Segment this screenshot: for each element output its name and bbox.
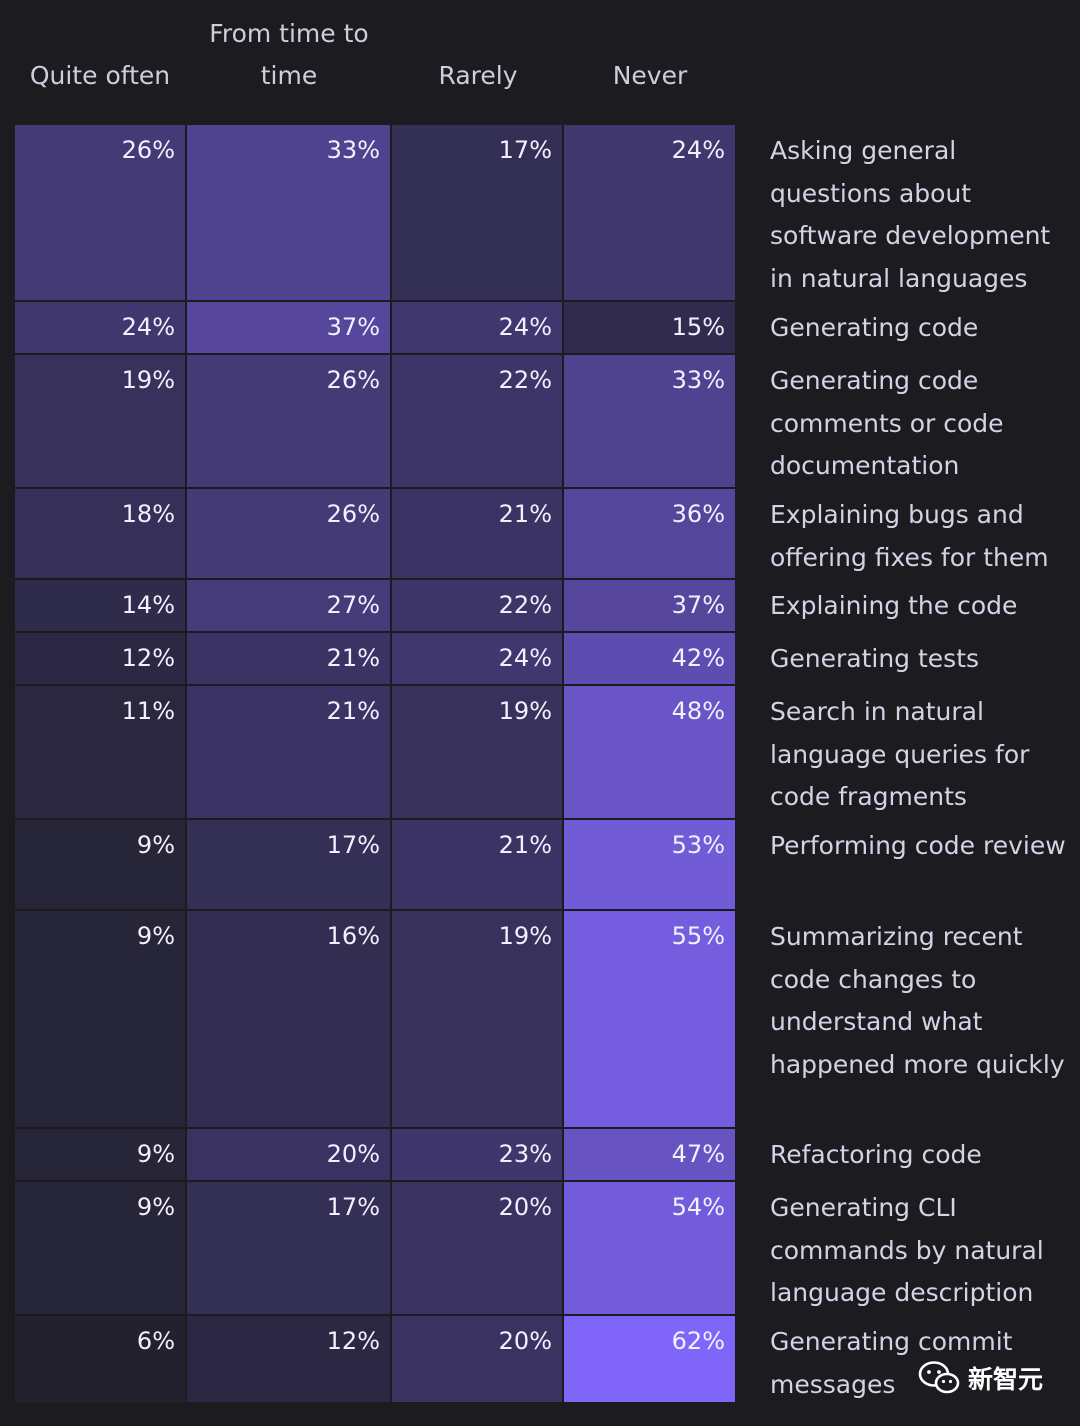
column-header-row: Quite often From time to time Rarely Never	[0, 0, 1080, 125]
row-label: Generating code	[770, 313, 979, 342]
heatmap-cell: 20%	[392, 1316, 564, 1404]
row-label: Asking general questions about software …	[770, 136, 1051, 293]
heatmap-cell: 20%	[187, 1129, 392, 1182]
heatmap-cell: 55%	[564, 911, 735, 1129]
heatmap-cell: 17%	[187, 820, 392, 911]
row-label: Summarizing recent code changes to under…	[770, 922, 1065, 1079]
heatmap-cell: 11%	[15, 686, 187, 820]
heatmap-cell: 15%	[564, 302, 735, 355]
heatmap-cell: 62%	[564, 1316, 735, 1404]
heatmap-cell: 17%	[187, 1182, 392, 1316]
heatmap-cell: 47%	[564, 1129, 735, 1182]
heatmap-cell: 22%	[392, 580, 564, 633]
heatmap-cell: 23%	[392, 1129, 564, 1182]
heatmap-cell: 9%	[15, 1129, 187, 1182]
row-label: Performing code review	[770, 831, 1066, 860]
heatmap-cell: 12%	[187, 1316, 392, 1404]
row-label: Explaining the code	[770, 591, 1018, 620]
heatmap-cell: 37%	[187, 302, 392, 355]
heatmap-cell: 24%	[392, 633, 564, 686]
column-header-2: Rarely	[438, 61, 518, 90]
heatmap-cell: 21%	[187, 633, 392, 686]
heatmap-cell: 22%	[392, 355, 564, 489]
heatmap-grid: 26% 33% 17% 24% 24% 37% 24% 15% 19% 26% 22% 33% 18% 2…	[15, 125, 735, 1404]
heatmap-cell: 42%	[564, 633, 735, 686]
heatmap-cell: 26%	[187, 489, 392, 580]
heatmap-cell: 16%	[187, 911, 392, 1129]
row-label: Generating tests	[770, 644, 980, 673]
watermark: 新智元	[918, 1358, 1043, 1398]
heatmap-cell: 21%	[392, 820, 564, 911]
heatmap-cell: 18%	[15, 489, 187, 580]
heatmap-cell: 37%	[564, 580, 735, 633]
heatmap-cell: 9%	[15, 820, 187, 911]
column-header-3: Never	[612, 61, 688, 90]
heatmap-cell: 27%	[187, 580, 392, 633]
wechat-icon	[918, 1361, 960, 1394]
heatmap-cell: 19%	[15, 355, 187, 489]
heatmap-cell: 17%	[392, 125, 564, 302]
row-label: Explaining bugs and offering fixes for t…	[770, 500, 1049, 572]
heatmap-cell: 33%	[187, 125, 392, 302]
heatmap-cell: 20%	[392, 1182, 564, 1316]
row-label: Generating CLI commands by natural langu…	[770, 1193, 1044, 1307]
heatmap-cell: 21%	[392, 489, 564, 580]
watermark-text: 新智元	[968, 1365, 1044, 1394]
heatmap-cell: 24%	[564, 125, 735, 302]
heatmap-cell: 33%	[564, 355, 735, 489]
heatmap-cell: 24%	[15, 302, 187, 355]
heatmap-cell: 6%	[15, 1316, 187, 1404]
heatmap-cell: 53%	[564, 820, 735, 911]
heatmap-cell: 14%	[15, 580, 187, 633]
heatmap-cell: 48%	[564, 686, 735, 820]
heatmap-cell: 54%	[564, 1182, 735, 1316]
heatmap-cell: 19%	[392, 911, 564, 1129]
row-label: Generating commit messages	[770, 1327, 1013, 1399]
heatmap-cell: 12%	[15, 633, 187, 686]
heatmap-cell: 21%	[187, 686, 392, 820]
heatmap-cell: 9%	[15, 1182, 187, 1316]
heatmap-cell: 24%	[392, 302, 564, 355]
heatmap-cell: 9%	[15, 911, 187, 1129]
heatmap-cell: 26%	[15, 125, 187, 302]
heatmap-cell: 26%	[187, 355, 392, 489]
column-header-1: From time to time	[209, 19, 369, 90]
row-label: Generating code comments or code documen…	[770, 366, 1004, 480]
column-header-0: Quite often	[29, 61, 171, 90]
heatmap-cell: 36%	[564, 489, 735, 580]
row-label: Refactoring code	[770, 1140, 982, 1169]
row-label: Search in natural language queries for c…	[770, 697, 1030, 811]
heatmap-cell: 19%	[392, 686, 564, 820]
